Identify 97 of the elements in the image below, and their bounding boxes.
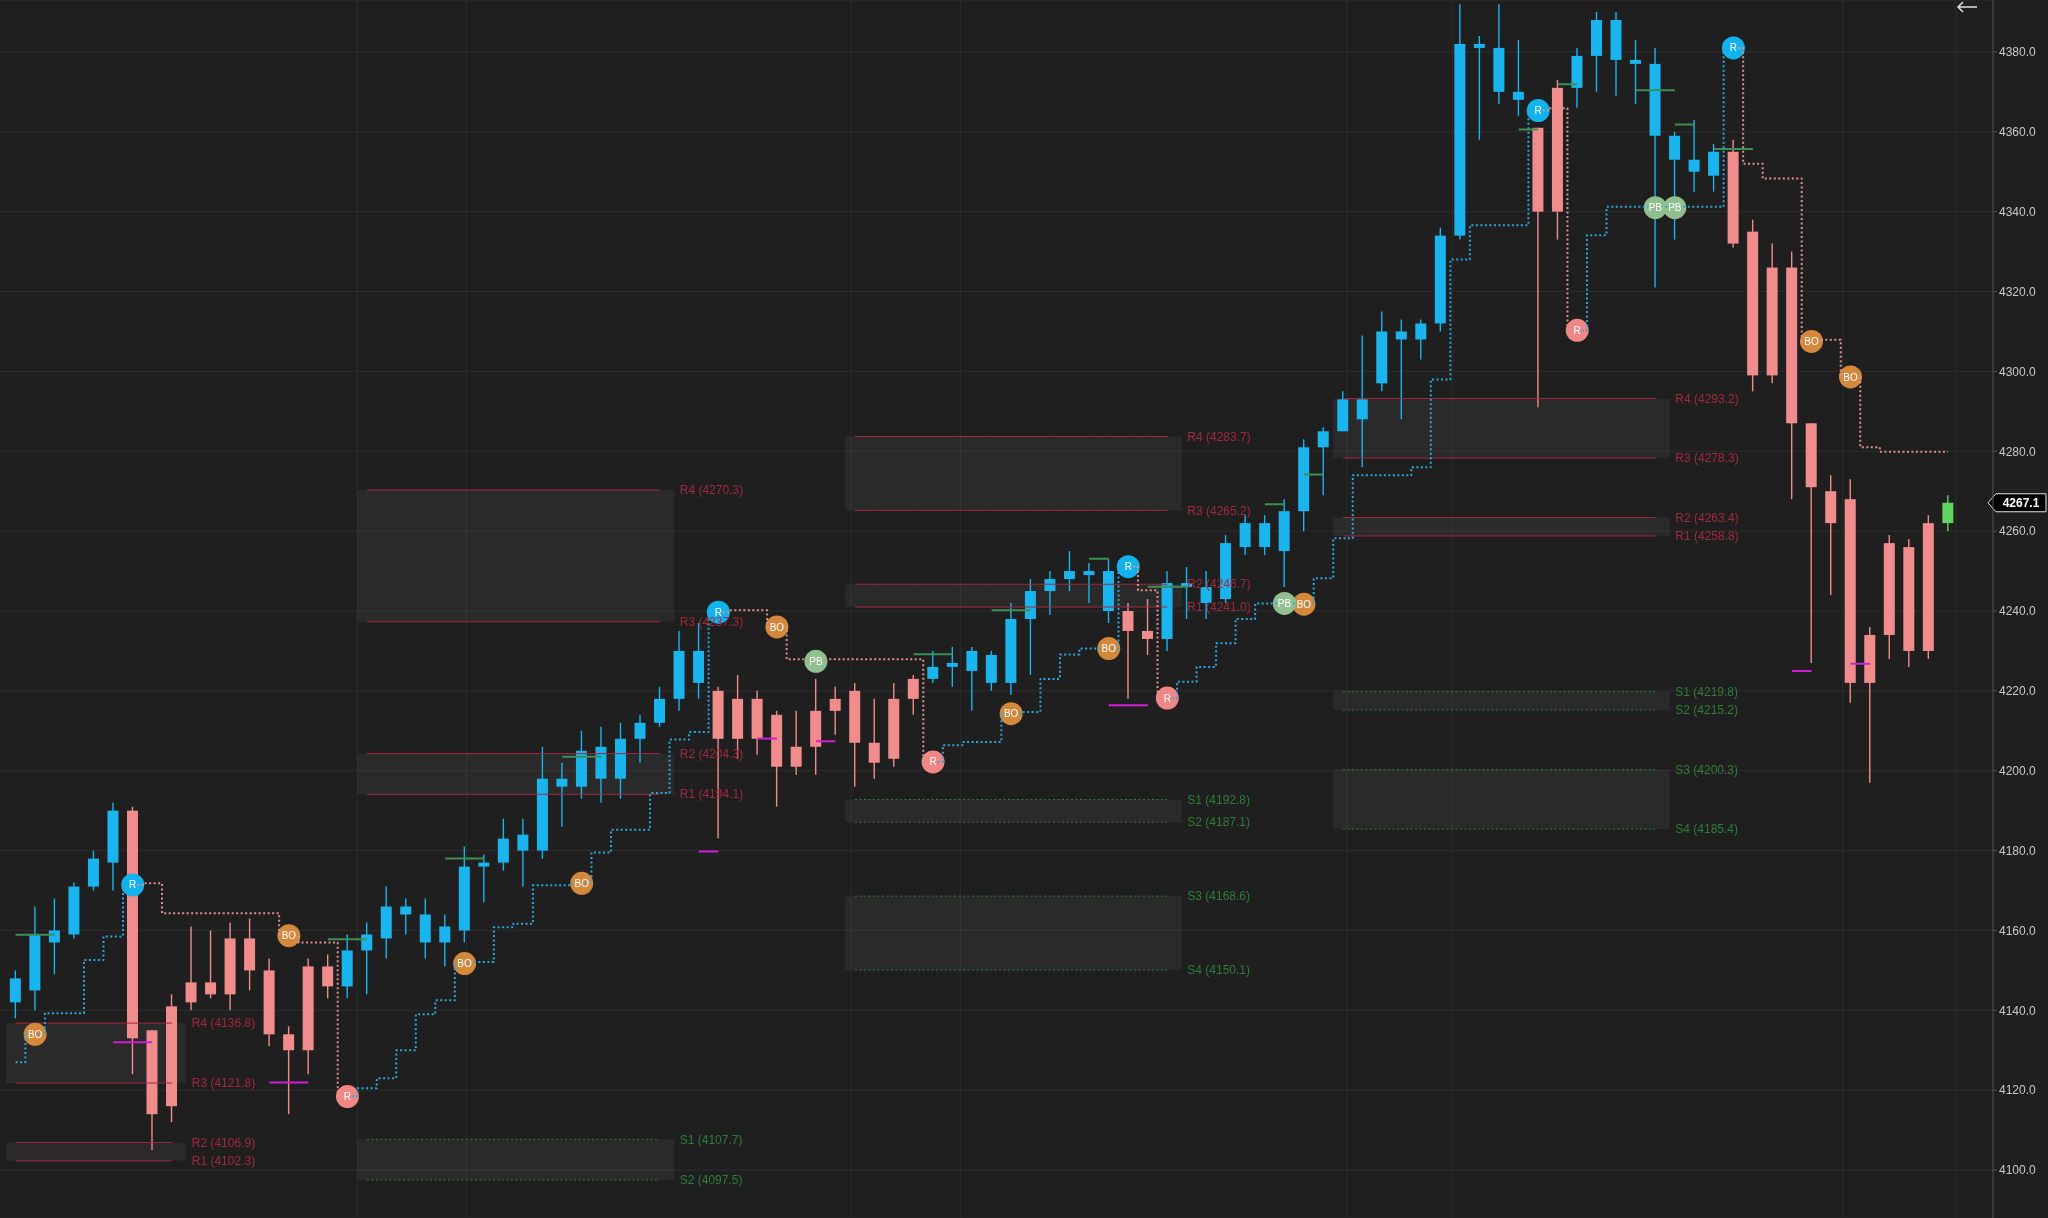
candlestick: [829, 686, 841, 736]
y-tick-label: 4280.0: [1999, 444, 2037, 459]
y-tick-label: 4120.0: [1999, 1083, 2037, 1098]
candlestick: [205, 929, 217, 1000]
text: BO: [27, 1028, 43, 1040]
candlestick: [9, 969, 21, 1020]
candlestick: [1473, 35, 1485, 141]
series-label: S4 (4185.4): [1675, 822, 1739, 837]
text: R: [1124, 561, 1132, 573]
candlestick: [1688, 119, 1700, 193]
series-label: S3 (4200.3): [1675, 762, 1739, 777]
y-tick-label: 4380.0: [1999, 45, 2037, 60]
series-label: S1 (4219.8): [1675, 684, 1739, 699]
candlestick: [868, 698, 880, 780]
candlestick: [927, 650, 939, 684]
candlestick: [1630, 39, 1642, 105]
candlestick: [946, 646, 958, 688]
series-label: R2 (4263.4): [1675, 510, 1739, 525]
candlestick: [48, 897, 60, 976]
candlestick: [654, 686, 666, 728]
series-label: S4 (4150.1): [1187, 963, 1251, 978]
text: R: [1573, 324, 1581, 336]
candlestick: [322, 953, 334, 1000]
series-label: R4 (4136.8): [191, 1016, 256, 1031]
series-label: BO: [769, 621, 785, 633]
y-tick-label: 4360.0: [1999, 125, 2037, 140]
candlestick: [1044, 570, 1056, 616]
series-label: R1 (4258.8): [1675, 529, 1739, 544]
candlestick: [634, 714, 646, 764]
candlestick: [1395, 318, 1407, 421]
series-label: S2 (4215.2): [1675, 703, 1739, 718]
text: BO: [1843, 371, 1858, 383]
candlestick: [1512, 39, 1524, 117]
candlestick: [1415, 318, 1427, 361]
y-tick-label: 4340.0: [1999, 204, 2037, 219]
candlestick: [556, 762, 568, 828]
series-label: PB: [1668, 202, 1682, 214]
candlestick: [185, 925, 197, 1012]
series-label: S2 (4187.1): [1187, 815, 1251, 830]
text: BO: [1296, 598, 1312, 610]
candlestick: [1942, 494, 1954, 532]
candlestick: [1083, 562, 1095, 604]
series-label: S2 (4097.5): [679, 1173, 743, 1188]
y-tick-label: 4160.0: [1999, 923, 2037, 938]
y-tick-label: 4260.0: [1999, 524, 2037, 539]
y-tick-label: 4240.0: [1999, 604, 2037, 619]
candlestick: [1259, 514, 1271, 556]
candlestick: [1142, 598, 1154, 656]
series-label: R4 (4270.3): [679, 483, 744, 498]
y-tick-label: 4200.0: [1999, 763, 2037, 778]
series-label: R3 (4278.3): [1675, 451, 1739, 466]
series-label: S1 (4192.8): [1187, 792, 1251, 807]
series-label: R: [929, 756, 937, 768]
candlestick: [1317, 426, 1329, 496]
candlestick: [1122, 602, 1134, 700]
series-label: R2 (4106.9): [191, 1135, 256, 1150]
text: R: [1163, 692, 1171, 704]
candlestick: [478, 853, 490, 904]
text: PB: [1648, 202, 1662, 214]
y-tick-label: 4100.0: [1999, 1163, 2037, 1178]
text: BO: [457, 958, 472, 970]
text: R: [343, 1091, 352, 1103]
text: PB: [1277, 597, 1292, 609]
series-label: S1 (4107.7): [679, 1132, 743, 1147]
text: BO: [1003, 708, 1019, 720]
y-tick-label: 4180.0: [1999, 843, 2037, 858]
text: 4267.1: [2002, 495, 2040, 510]
text: BO: [281, 930, 297, 942]
candlestick: [907, 674, 919, 716]
candlestick: [497, 817, 509, 872]
candlestick: [361, 921, 373, 996]
series-label: R3 (4265.2): [1187, 503, 1251, 518]
y-tick-label: 4140.0: [1999, 1003, 2037, 1018]
candlestick: [1356, 334, 1368, 468]
series-label: R4 (4293.2): [1675, 391, 1739, 406]
y-tick-label: 4220.0: [1999, 684, 2037, 699]
text: BO: [1101, 643, 1116, 655]
candlestick: [283, 1025, 295, 1115]
series-label: S3 (4168.6): [1187, 889, 1251, 904]
series-label: R: [129, 879, 137, 891]
candlestick: [1063, 550, 1075, 592]
candlestick: [1708, 143, 1720, 193]
text: PB: [809, 655, 823, 667]
candlestick: [790, 710, 802, 776]
text: R: [1534, 105, 1542, 117]
candlestick: [517, 817, 529, 888]
text: BO: [574, 877, 589, 889]
series-label: R1 (4102.3): [191, 1154, 256, 1169]
series-label: R3 (4121.8): [191, 1076, 256, 1091]
candlestick: [966, 646, 978, 712]
text: BO: [1804, 335, 1819, 347]
y-tick-label: 4300.0: [1999, 364, 2037, 379]
candlestick: [439, 913, 451, 968]
text: R: [1729, 42, 1737, 54]
text: R: [714, 606, 722, 618]
y-tick-label: 4320.0: [1999, 284, 2037, 299]
series-label: R4 (4283.7): [1187, 429, 1251, 444]
